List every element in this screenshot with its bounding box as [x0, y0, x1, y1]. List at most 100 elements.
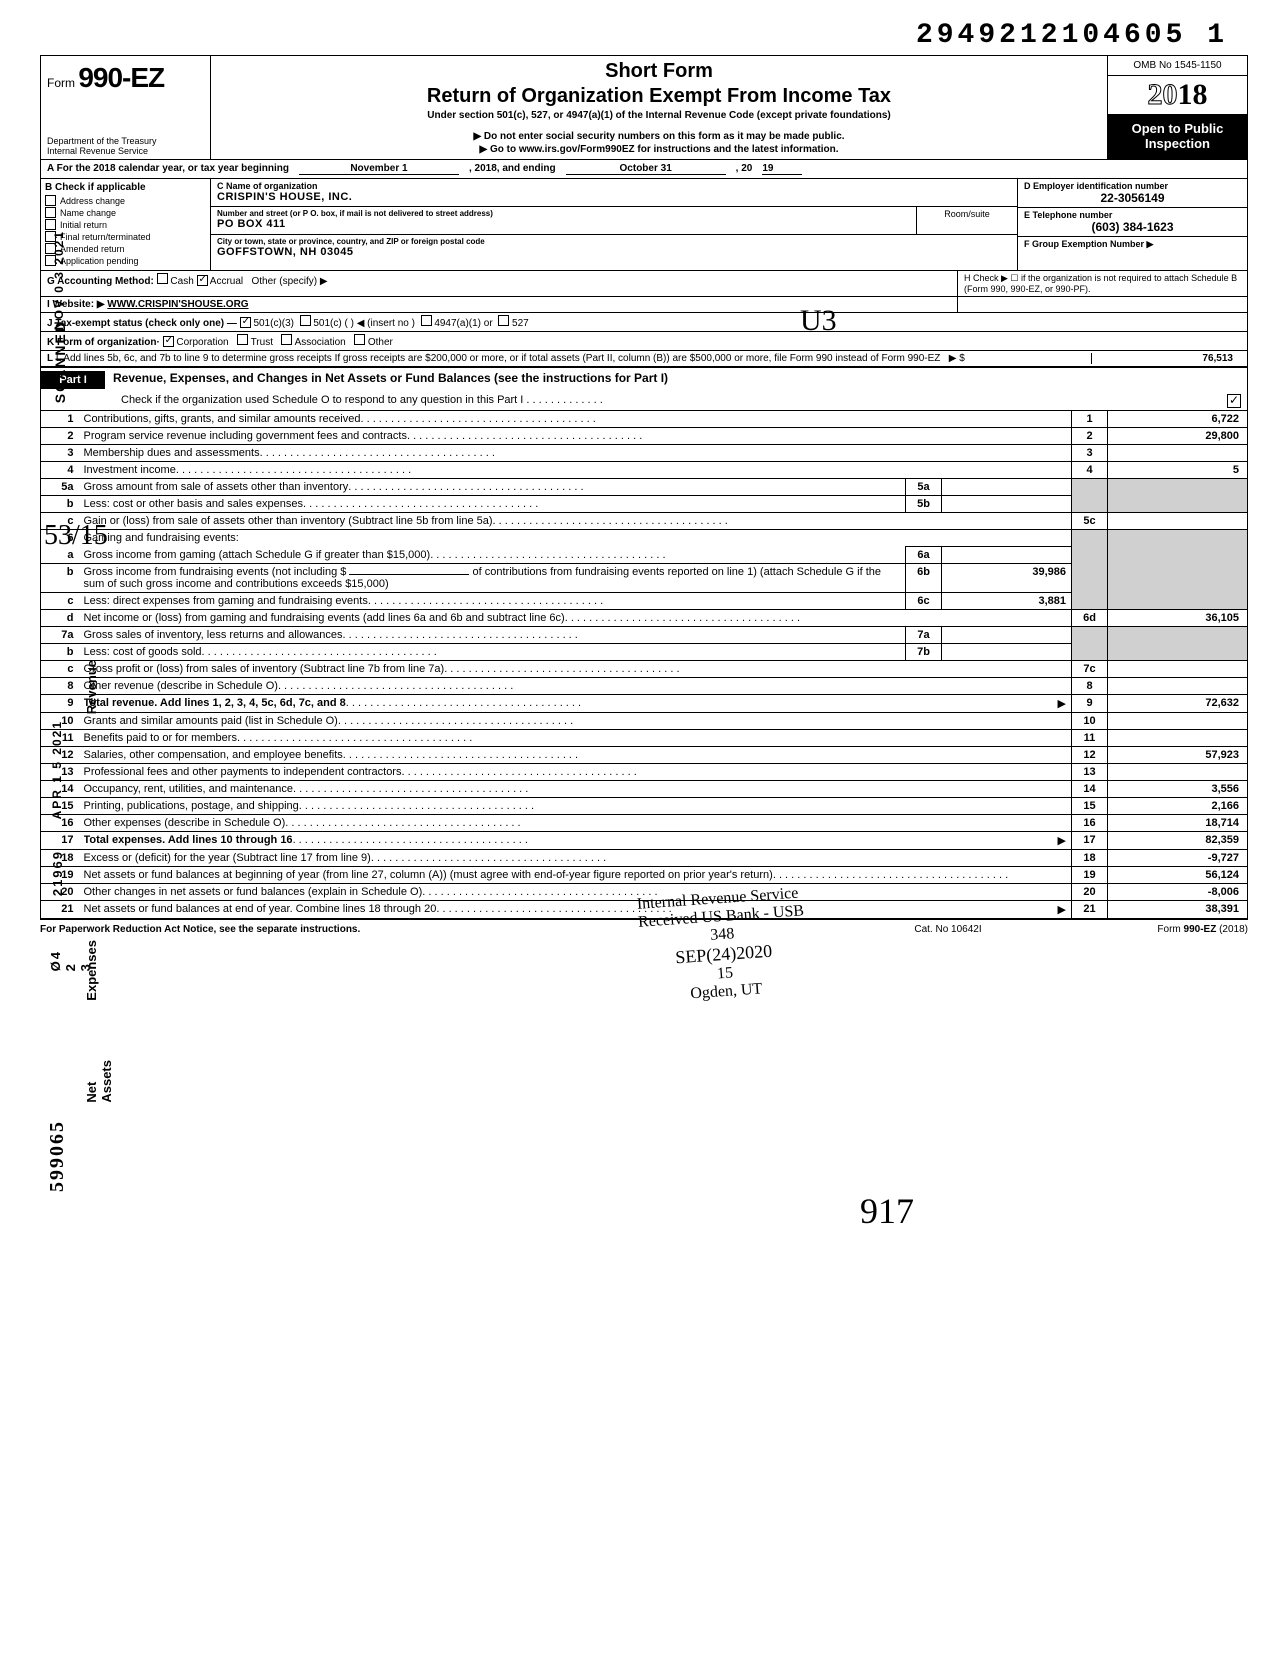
- doc-id: 2949212104605 1: [40, 20, 1248, 51]
- chk-name-change[interactable]: Name change: [45, 207, 206, 218]
- chk-4947[interactable]: [421, 315, 432, 326]
- line-6d: dNet income or (loss) from gaming and fu…: [41, 610, 1248, 627]
- h-box: H Check ▶ ☐ if the organization is not r…: [957, 271, 1247, 296]
- chk-501c3[interactable]: [240, 317, 251, 328]
- chk-address-change[interactable]: Address change: [45, 195, 206, 206]
- line-11: 11Benefits paid to or for members11: [41, 730, 1248, 747]
- line-desc: Less: cost of goods sold: [84, 646, 202, 658]
- line-17: 17Total expenses. Add lines 10 through 1…: [41, 832, 1248, 850]
- form-page: 2949212104605 1 SCANNED NOV 0 3 2021 53/…: [40, 20, 1248, 939]
- col-b: B Check if applicable Address change Nam…: [41, 179, 211, 270]
- form-num: 990-EZ: [78, 62, 164, 93]
- chk-final-return[interactable]: Final return/terminated: [45, 231, 206, 242]
- line-desc: Occupancy, rent, utilities, and maintena…: [84, 783, 294, 795]
- row-a-label: A For the 2018 calendar year, or tax yea…: [47, 163, 289, 175]
- line-desc: Gaming and fundraising events:: [79, 530, 1072, 547]
- insert-no: ) ◀ (insert no ): [351, 318, 415, 329]
- form-prefix: Form: [47, 76, 75, 90]
- chk-527[interactable]: [498, 315, 509, 326]
- line-val: -8,006: [1108, 884, 1248, 901]
- stamp-irs: Internal Revenue Service Received US Ban…: [636, 884, 810, 1006]
- line-desc: Gross profit or (loss) from sales of inv…: [84, 663, 445, 675]
- line-12: 12Salaries, other compensation, and empl…: [41, 747, 1248, 764]
- year-suffix: 18: [1178, 78, 1208, 111]
- chk-other[interactable]: [354, 334, 365, 345]
- line-val: 2,166: [1108, 798, 1248, 815]
- chk-501c[interactable]: [300, 315, 311, 326]
- ein-value: 22-3056149: [1024, 191, 1241, 205]
- line-6b: b Gross income from fundraising events (…: [41, 564, 1248, 593]
- year-end: October 31: [566, 163, 726, 175]
- chk-trust[interactable]: [237, 334, 248, 345]
- checkbox-icon: [45, 207, 56, 218]
- line-2: 2Program service revenue including gover…: [41, 428, 1248, 445]
- line-desc: Gross income from fundraising events (no…: [84, 566, 347, 578]
- chk-label: Final return/terminated: [60, 232, 151, 242]
- dept: Department of the Treasury Internal Reve…: [47, 137, 204, 157]
- line-val: [1108, 764, 1248, 781]
- line-val: -9,727: [1108, 850, 1248, 867]
- line-4: 4Investment income45: [41, 462, 1248, 479]
- col-de: D Employer identification number 22-3056…: [1017, 179, 1247, 270]
- chk-pending[interactable]: Application pending: [45, 255, 206, 266]
- line-desc: Net assets or fund balances at end of ye…: [84, 903, 437, 916]
- line-val: 56,124: [1108, 867, 1248, 884]
- part1-sub: Check if the organization used Schedule …: [40, 392, 1248, 410]
- stamp-dln: Ø4 2 3: [48, 950, 93, 971]
- chk-amended[interactable]: Amended return: [45, 243, 206, 254]
- line-7b: bLess: cost of goods sold7b: [41, 644, 1248, 661]
- checkbox-icon: [45, 219, 56, 230]
- chk-label: Initial return: [60, 220, 107, 230]
- line-1: 1Contributions, gifts, grants, and simil…: [41, 411, 1248, 428]
- footer-right: Form 990-EZ (2018): [1048, 924, 1248, 935]
- stamp-midnum: 21969: [50, 850, 65, 896]
- chk-accrual[interactable]: [197, 275, 208, 286]
- line-13: 13Professional fees and other payments t…: [41, 764, 1248, 781]
- chk-corp[interactable]: [163, 336, 174, 347]
- sub-val: [942, 627, 1072, 644]
- org-name: CRISPIN'S HOUSE, INC.: [217, 191, 1011, 203]
- row-k: K Form of organization· Corporation Trus…: [41, 331, 1247, 350]
- line-desc: Benefits paid to or for members: [84, 732, 237, 744]
- line-desc: Investment income: [84, 464, 176, 476]
- line-desc: Excess or (deficit) for the year (Subtra…: [84, 852, 371, 864]
- city-box: City or town, state or province, country…: [211, 235, 1017, 263]
- line-val: [1108, 678, 1248, 695]
- line-desc: Less: direct expenses from gaming and fu…: [84, 595, 368, 607]
- city-value: GOFFSTOWN, NH 03045: [217, 246, 1011, 258]
- line-desc: Membership dues and assessments: [84, 447, 260, 459]
- other-org-label: Other: [368, 337, 393, 348]
- line-val: [1108, 730, 1248, 747]
- addr-box: Number and street (or P O. box, if mail …: [211, 207, 1017, 235]
- return-title: Return of Organization Exempt From Incom…: [219, 85, 1099, 108]
- line-desc: Contributions, gifts, grants, and simila…: [84, 413, 361, 425]
- sub-val: [942, 644, 1072, 661]
- line-15: 15Printing, publications, postage, and s…: [41, 798, 1248, 815]
- 501c-label: 501(c) (: [313, 318, 347, 329]
- hand-917: 917: [860, 1190, 914, 1232]
- line-desc: Program service revenue including govern…: [84, 430, 407, 442]
- chk-schedule-o[interactable]: [1227, 394, 1241, 408]
- chk-label: Application pending: [60, 256, 139, 266]
- omb: OMB No 1545-1150: [1108, 56, 1247, 76]
- note-url: ▶ Go to www.irs.gov/Form990EZ for instru…: [219, 144, 1099, 155]
- line-desc: Gross income from gaming (attach Schedul…: [84, 549, 431, 561]
- assoc-label: Association: [295, 337, 346, 348]
- chk-assoc[interactable]: [281, 334, 292, 345]
- row-g: G Accounting Method: Cash Accrual Other …: [41, 270, 1247, 296]
- line-desc: Other revenue (describe in Schedule O): [84, 680, 278, 692]
- trust-label: Trust: [251, 337, 273, 348]
- line-val: 3,556: [1108, 781, 1248, 798]
- chk-cash[interactable]: [157, 273, 168, 284]
- dept2: Internal Revenue Service: [47, 147, 204, 157]
- 4947-label: 4947(a)(1) or: [434, 318, 492, 329]
- line-desc: Other expenses (describe in Schedule O): [84, 817, 286, 829]
- line-desc: Gain or (loss) from sale of assets other…: [84, 515, 493, 527]
- short-form: Short Form: [219, 60, 1099, 83]
- footer-mid: Cat. No 10642I: [848, 924, 1048, 935]
- line-desc: Gross amount from sale of assets other t…: [84, 481, 349, 493]
- sub-val: [942, 479, 1072, 496]
- part1-header: Part I Revenue, Expenses, and Changes in…: [40, 367, 1248, 392]
- chk-initial-return[interactable]: Initial return: [45, 219, 206, 230]
- other-label: Other (specify) ▶: [251, 276, 327, 287]
